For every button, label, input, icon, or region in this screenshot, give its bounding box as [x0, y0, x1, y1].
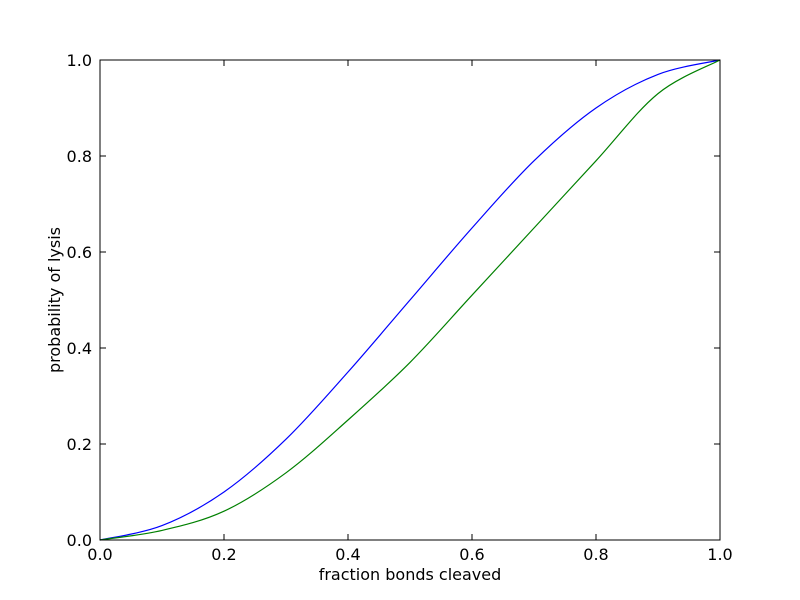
y-axis-label: probability of lysis — [45, 227, 64, 373]
x-tick-label: 0.8 — [583, 545, 608, 564]
y-tick-label: 0.2 — [67, 435, 92, 454]
y-tick-label: 0.6 — [67, 243, 92, 262]
series-line-2 — [99, 59, 721, 541]
y-tick-label: 0.0 — [67, 531, 92, 550]
x-tick-label: 1.0 — [707, 545, 732, 564]
x-tick-label: 0.2 — [211, 545, 236, 564]
series-layer — [99, 59, 721, 541]
y-tick-label: 0.4 — [67, 339, 92, 358]
ticks-layer: 0.0 0.2 0.4 0.6 0.8 1.0 0.0 0.2 0.4 0.6 0.8 1.0 — [67, 51, 733, 564]
x-axis-label: fraction bonds cleaved — [319, 565, 502, 584]
x-tick-label: 0.6 — [459, 545, 484, 564]
x-tick-label: 0.4 — [335, 545, 360, 564]
series-line-1 — [99, 59, 721, 541]
x-tick-label: 0.0 — [87, 545, 112, 564]
y-tick-label: 0.8 — [67, 147, 92, 166]
plot-frame — [99, 59, 721, 541]
y-tick-label: 1.0 — [67, 51, 92, 70]
